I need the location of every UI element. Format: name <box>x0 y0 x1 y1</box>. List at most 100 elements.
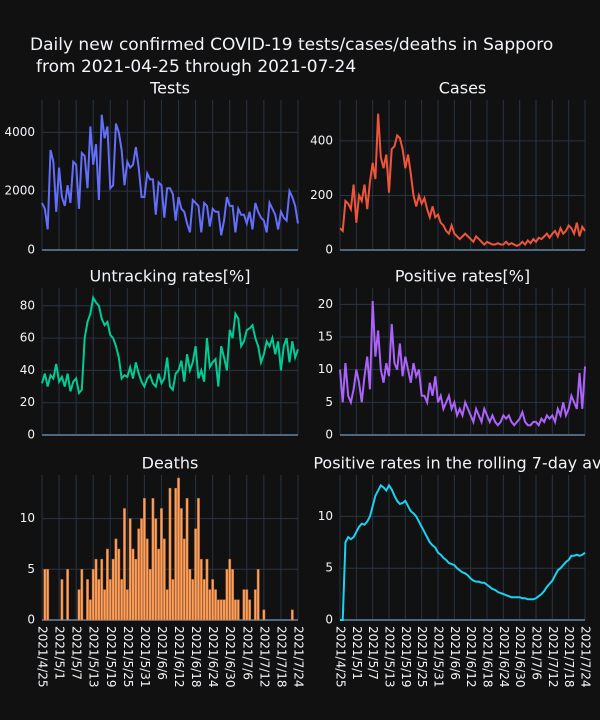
subplot-title: Positive rates in the rolling 7-day avg <box>313 454 600 473</box>
bar <box>262 609 266 621</box>
x-tick-label: 2021/6/12 <box>464 626 478 688</box>
data-line <box>340 483 586 621</box>
x-tick-label: 2021/5/31 <box>432 626 446 688</box>
x-tick-label: 2021/4/25 <box>36 626 50 688</box>
bar <box>199 558 203 621</box>
bar <box>43 569 47 621</box>
bar <box>157 548 161 621</box>
y-tick-label: 5 <box>325 561 333 575</box>
x-tick-label: 2021/5/31 <box>138 626 152 688</box>
y-tick-label: 20 <box>20 395 35 409</box>
subplot-title: Positive rates[%] <box>395 267 530 286</box>
bar <box>197 498 200 621</box>
y-tick-label: 20 <box>318 297 333 311</box>
y-tick-label: 10 <box>20 511 35 525</box>
bar <box>208 589 212 621</box>
y-tick-label: 0 <box>27 613 35 627</box>
bar <box>151 498 155 621</box>
bar <box>171 579 175 621</box>
bar <box>91 569 95 621</box>
x-tick-label: 2021/6/12 <box>172 626 186 688</box>
bar <box>242 589 246 621</box>
subplot-title: Tests <box>149 79 190 98</box>
bar <box>60 579 64 621</box>
bar <box>125 589 129 621</box>
bar <box>188 569 192 621</box>
bar <box>100 558 104 621</box>
x-tick-label: 2021/6/24 <box>497 626 511 688</box>
y-tick-label: 80 <box>20 298 35 312</box>
x-tick-label: 2021/7/18 <box>562 626 576 688</box>
x-tick-label: 2021/5/13 <box>383 626 397 688</box>
y-tick-label: 0 <box>27 428 35 442</box>
bar <box>185 498 189 621</box>
bar <box>179 508 183 621</box>
bar <box>120 579 124 621</box>
bar <box>182 538 186 621</box>
y-tick-label: 200 <box>310 188 333 202</box>
y-tick-label: 0 <box>325 613 333 627</box>
bar <box>234 599 237 621</box>
x-tick-label: 2021/6/30 <box>513 626 527 688</box>
bar <box>194 528 197 621</box>
x-tick-label: 2021/5/1 <box>53 626 67 680</box>
y-tick-label: 0 <box>325 243 333 257</box>
x-tick-label: 2021/5/25 <box>415 626 429 688</box>
x-tick-label: 2021/7/12 <box>546 626 560 688</box>
bar <box>137 528 141 621</box>
y-tick-label: 5 <box>27 562 35 576</box>
bar <box>128 518 132 621</box>
x-tick-label: 2021/7/6 <box>530 626 544 680</box>
x-tick-label: 2021/6/24 <box>206 626 220 688</box>
bar <box>111 558 115 621</box>
bar <box>77 589 81 621</box>
x-tick-label: 2021/5/19 <box>399 626 413 688</box>
bar <box>114 538 118 621</box>
subplot-title: Untracking rates[%] <box>90 267 251 286</box>
bar <box>216 599 220 621</box>
x-tick-label: 2021/7/18 <box>274 626 288 688</box>
x-tick-label: 2021/7/24 <box>579 626 593 688</box>
x-tick-label: 2021/5/25 <box>121 626 135 688</box>
data-line <box>339 113 586 248</box>
chart-title: Daily new confirmed COVID-19 tests/cases… <box>30 35 553 55</box>
bar <box>162 538 166 621</box>
x-tick-label: 2021/5/1 <box>350 626 364 680</box>
bar <box>174 487 178 621</box>
bar <box>94 558 98 621</box>
bar <box>86 579 89 621</box>
y-tick-label: 4000 <box>4 125 35 139</box>
y-tick-label: 400 <box>310 133 333 147</box>
bar <box>123 508 126 621</box>
chart-title: from 2021-04-25 through 2021-07-24 <box>36 57 356 77</box>
y-tick-label: 15 <box>318 330 333 344</box>
y-tick-label: 0 <box>27 243 35 257</box>
bar <box>236 599 240 621</box>
bar <box>131 548 135 621</box>
subplot-title: Deaths <box>142 454 199 473</box>
bar <box>256 569 260 621</box>
bar <box>88 599 92 621</box>
x-tick-label: 2021/6/30 <box>223 626 237 688</box>
bar <box>211 579 215 621</box>
x-tick-label: 2021/7/24 <box>292 626 306 688</box>
bar <box>165 589 169 621</box>
bar <box>222 599 226 621</box>
y-tick-label: 0 <box>325 428 333 442</box>
bar <box>191 579 195 621</box>
bar <box>148 569 152 621</box>
bar <box>103 589 106 621</box>
x-tick-label: 2021/6/6 <box>155 626 169 680</box>
y-tick-label: 5 <box>325 395 333 409</box>
bar <box>245 589 249 621</box>
bar <box>225 569 229 621</box>
bar <box>46 569 50 621</box>
x-tick-label: 2021/5/19 <box>104 626 118 688</box>
bar <box>228 558 232 621</box>
bar <box>219 599 223 621</box>
x-tick-label: 2021/4/25 <box>334 626 348 688</box>
x-tick-label: 2021/7/12 <box>257 626 271 688</box>
bar <box>160 508 163 621</box>
bar <box>143 498 146 621</box>
